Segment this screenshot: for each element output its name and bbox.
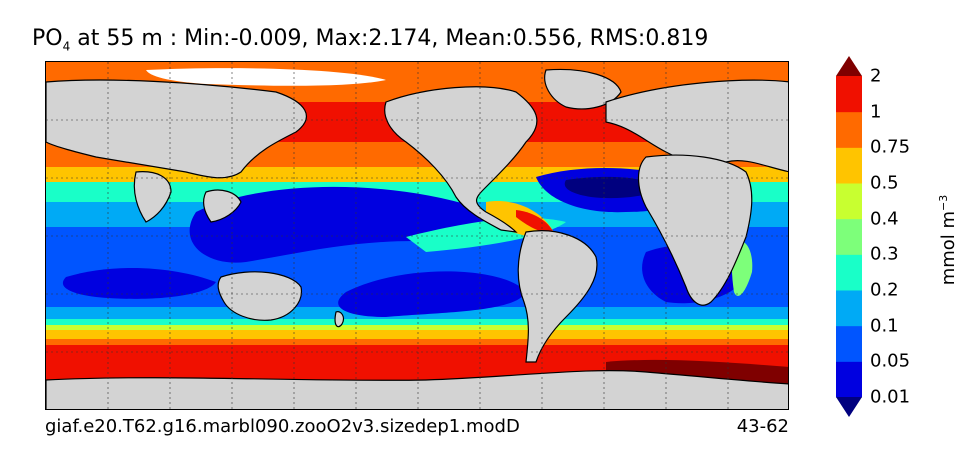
ocean-band-south-transition [46, 319, 788, 325]
title-variable: PO [32, 26, 63, 51]
colorbar-segment [836, 111, 862, 148]
map-panel [45, 61, 789, 410]
colorbar-segment [836, 183, 862, 220]
colorbar-segment [836, 147, 862, 184]
title-stats: at 55 m : Min:-0.009, Max:2.174, Mean:0.… [70, 26, 709, 51]
land-south-america [517, 230, 598, 363]
ocean-band-south-orange [46, 330, 788, 339]
peru-upwelling-core [516, 210, 554, 234]
land-australia [217, 271, 302, 321]
colorbar-tick-label: 0.3 [870, 243, 899, 265]
map-title: PO4 at 55 m : Min:-0.009, Max:2.174, Mea… [32, 26, 708, 53]
colorbar-segment [836, 325, 862, 362]
colorbar-segment [836, 361, 862, 398]
land-new-zealand [334, 311, 345, 328]
arctic-sea-ice [146, 68, 386, 86]
colorbar-tick-label: 0.4 [870, 208, 899, 230]
ocean-band-south-yellow [46, 325, 788, 330]
indian-ocean-gyre [62, 267, 216, 299]
units-exponent: −3 [937, 194, 950, 211]
colorbar [836, 56, 862, 417]
north-pacific-gyre [189, 186, 491, 263]
land-eurasia-west [46, 79, 307, 179]
map-gridlines [46, 62, 788, 409]
colorbar-extend-min [836, 397, 862, 417]
ocean-field-map [46, 62, 788, 409]
land-eurasia [605, 79, 788, 173]
colorbar-tick-label: 0.5 [870, 172, 899, 194]
colorbar-segment [836, 254, 862, 291]
colorbar-tick-label: 2 [870, 65, 882, 87]
title-subscript: 4 [62, 39, 71, 54]
colorbar-tick-label: 0.2 [870, 279, 899, 301]
colorbar-segments [836, 76, 862, 398]
year-range-caption: 43-62 [736, 416, 789, 437]
colorbar-tick-label: 0.75 [870, 136, 911, 158]
colorbar-extend-max [836, 56, 862, 76]
land-africa [637, 154, 753, 306]
units-base: mmol m [938, 210, 959, 286]
colorbar-segment [836, 76, 862, 113]
colorbar-tick-label: 1 [870, 101, 882, 123]
land-india [133, 171, 172, 223]
colorbar-segment [836, 290, 862, 327]
colorbar-units-label: mmol m−3 [937, 195, 959, 286]
colorbar-segment [836, 218, 862, 255]
land-antarctica [46, 370, 788, 409]
case-name-caption: giaf.e20.T62.g16.marbl090.zooO2v3.sizede… [45, 416, 520, 437]
colorbar-tick-label: 0.05 [870, 350, 911, 372]
colorbar-tick-label: 0.01 [870, 386, 911, 408]
colorbar-tick-label: 0.1 [870, 315, 899, 337]
land-greenland [544, 68, 622, 110]
land-southeast-asia [202, 189, 242, 223]
north-atlantic-core [564, 176, 661, 199]
land-north-america [384, 86, 538, 233]
